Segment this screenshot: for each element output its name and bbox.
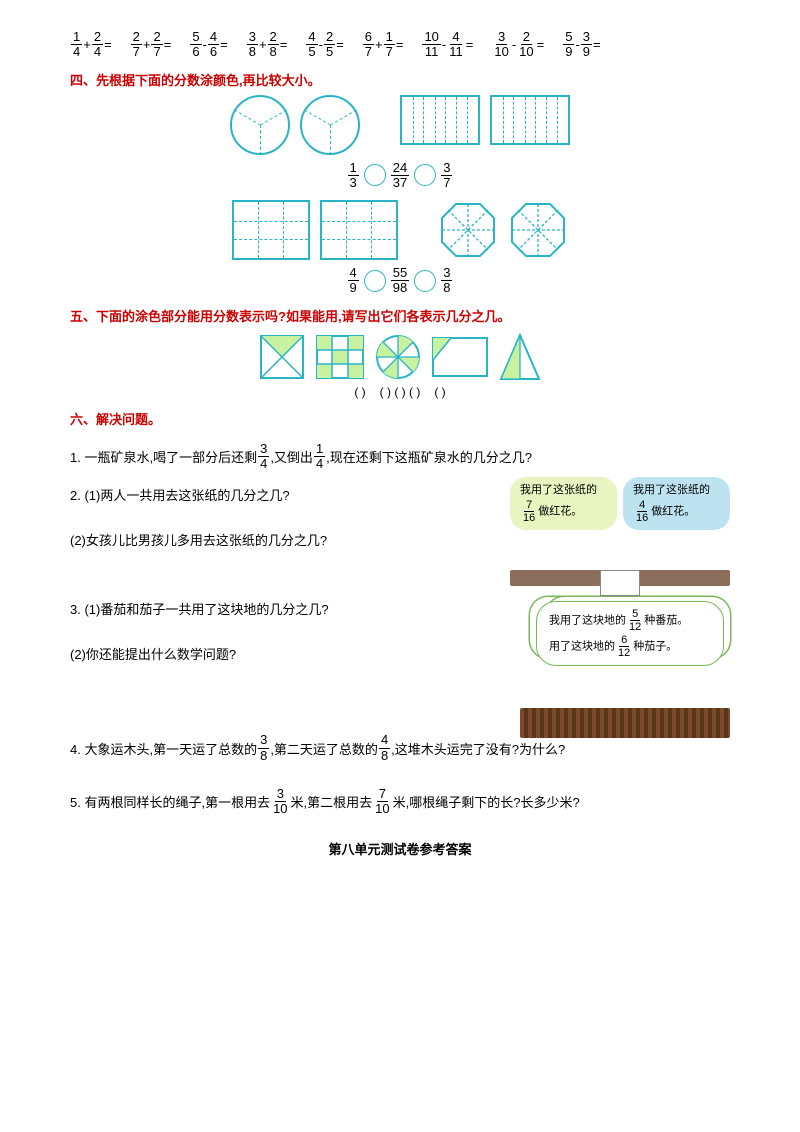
- equation: 56-46=: [189, 30, 227, 60]
- kid-icon: [564, 672, 594, 708]
- shape-rect-corner: [431, 333, 489, 381]
- section4-compare2: 49559838: [70, 266, 730, 296]
- q5: 5. 有两根同样长的绳子,第一根用去310米,第二根用去710米,哪根绳子剩下的…: [70, 787, 730, 817]
- blank: ( ): [354, 385, 365, 399]
- equation: 27+27=: [130, 30, 172, 60]
- girl-icon: [520, 530, 550, 566]
- speech-bubble-girl: 我用了这张纸的716做红花。: [510, 477, 617, 530]
- section5-title: 五、下面的涂色部分能用分数表示吗?如果能用,请写出它们各表示几分之几。: [70, 306, 730, 325]
- section4-compare1: 13243737: [70, 161, 730, 191]
- section5-shapes: [70, 333, 730, 381]
- q2: 2. (1)两人一共用去这张纸的几分之几? (2)女孩儿比男孩儿多用去这张纸的几…: [70, 485, 730, 585]
- q4: 4. 大象运木头,第一天运了总数的38,第二天运了总数的48,这堆木头运完了没有…: [70, 733, 730, 763]
- rect-sevenths: [400, 95, 480, 145]
- equation: 1011-411=: [421, 30, 473, 60]
- section6-title: 六、解决问题。: [70, 409, 730, 428]
- section4-row1-shapes: [70, 95, 730, 155]
- octagon-eighths: [508, 200, 568, 260]
- circle-thirds: [230, 95, 290, 155]
- section4-row2-shapes: [70, 200, 730, 260]
- section5-blanks: ( ) ( ) ( ) ( ) ( ): [70, 385, 730, 399]
- equation: 45-25=: [305, 30, 343, 60]
- equation: 59-39=: [562, 30, 600, 60]
- shape-square-x: [259, 333, 305, 381]
- rect-sevenths: [490, 95, 570, 145]
- shape-grid-3x3: [315, 333, 365, 381]
- equation: 38+28=: [246, 30, 288, 60]
- equations-row: 14+24= 27+27= 56-46= 38+28= 45-25= 67+17= 10…: [70, 30, 730, 60]
- equation: 67+17=: [362, 30, 404, 60]
- answer-key-title: 第八单元测试卷参考答案: [70, 839, 730, 858]
- blank: ( ) ( ) ( ): [380, 385, 421, 399]
- blank: ( ): [434, 385, 445, 399]
- speech-cloud: 我用了这块地的512种番茄。用了这块地的612种茄子。: [536, 601, 724, 665]
- q3: 3. (1)番茄和茄子一共用了这块地的几分之几? (2)你还能提出什么数学问题?…: [70, 599, 730, 709]
- q3-illustration: 我用了这块地的512种番茄。用了这块地的612种茄子。: [520, 593, 730, 737]
- q1: 1. 一瓶矿泉水,喝了一部分后还剩34,又倒出14,现在还剩下这瓶矿泉水的几分之…: [70, 442, 730, 472]
- circle-thirds: [300, 95, 360, 155]
- octagon-eighths: [438, 200, 498, 260]
- square-ninths: [320, 200, 398, 260]
- compare-circle: [364, 164, 386, 186]
- compare-circle: [414, 164, 436, 186]
- kid-icon: [530, 672, 560, 708]
- shape-circle-8: [375, 333, 421, 381]
- section4-title: 四、先根据下面的分数涂颜色,再比较大小。: [70, 70, 730, 89]
- square-ninths: [232, 200, 310, 260]
- shape-triangle: [499, 333, 541, 381]
- equation: 14+24=: [70, 30, 112, 60]
- q2-illustration: 我用了这张纸的716做红花。 我用了这张纸的416做红花。: [510, 477, 730, 596]
- speech-bubble-boy: 我用了这张纸的416做红花。: [623, 477, 730, 530]
- compare-circle: [364, 270, 386, 292]
- compare-circle: [414, 270, 436, 292]
- equation: 310-210=: [491, 30, 544, 60]
- boy-icon: [690, 530, 720, 566]
